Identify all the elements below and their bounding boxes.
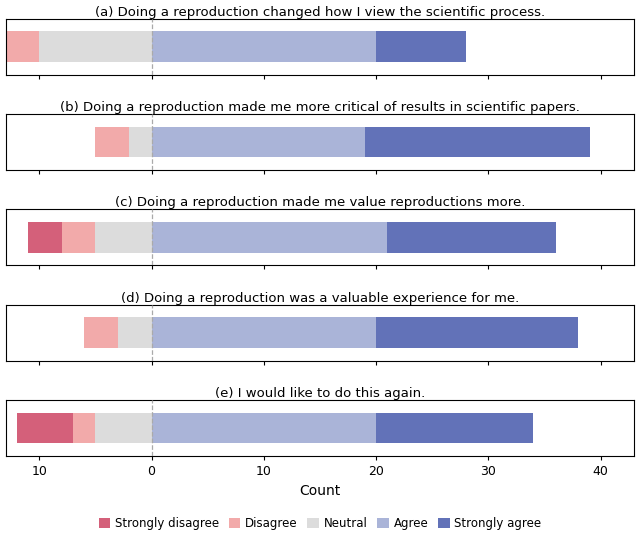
Bar xyxy=(17,413,73,444)
Bar xyxy=(28,222,61,253)
Bar xyxy=(152,317,376,348)
Bar xyxy=(61,222,95,253)
Bar xyxy=(376,317,579,348)
Title: (b) Doing a reproduction made me more critical of results in scientific papers.: (b) Doing a reproduction made me more cr… xyxy=(60,101,580,114)
Title: (e) I would like to do this again.: (e) I would like to do this again. xyxy=(215,387,425,400)
Bar xyxy=(152,127,365,157)
X-axis label: Count: Count xyxy=(300,484,340,498)
Bar xyxy=(95,413,152,444)
Bar xyxy=(84,317,118,348)
Bar xyxy=(95,222,152,253)
Bar xyxy=(376,413,533,444)
Bar xyxy=(152,31,376,62)
Bar xyxy=(152,222,387,253)
Bar xyxy=(0,31,6,62)
Legend: Strongly disagree, Disagree, Neutral, Agree, Strongly agree: Strongly disagree, Disagree, Neutral, Ag… xyxy=(94,513,546,535)
Bar xyxy=(6,31,39,62)
Bar xyxy=(376,31,466,62)
Bar xyxy=(73,413,95,444)
Title: (a) Doing a reproduction changed how I view the scientific process.: (a) Doing a reproduction changed how I v… xyxy=(95,5,545,18)
Bar xyxy=(118,317,152,348)
Bar xyxy=(365,127,589,157)
Bar xyxy=(152,413,376,444)
Title: (c) Doing a reproduction made me value reproductions more.: (c) Doing a reproduction made me value r… xyxy=(115,196,525,209)
Title: (d) Doing a reproduction was a valuable experience for me.: (d) Doing a reproduction was a valuable … xyxy=(121,292,519,305)
Bar xyxy=(39,31,152,62)
Bar xyxy=(129,127,152,157)
Bar xyxy=(95,127,129,157)
Bar xyxy=(387,222,556,253)
